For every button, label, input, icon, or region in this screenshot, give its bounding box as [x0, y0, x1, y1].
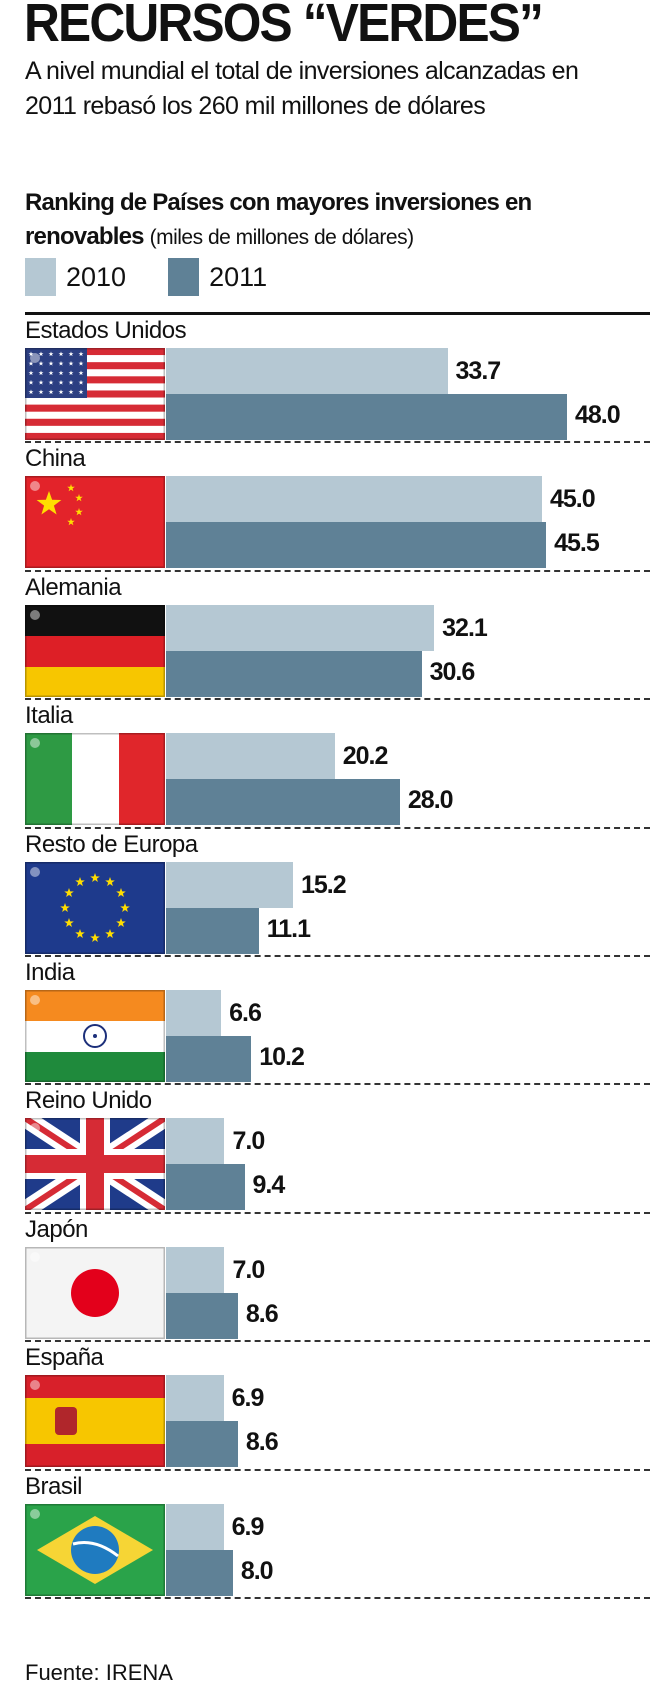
bar-2010	[166, 861, 293, 908]
germany-flag-icon	[25, 604, 165, 697]
legend-item-2011: 2011	[168, 258, 267, 296]
value-label-2010: 32.1	[442, 613, 488, 642]
bar-2010	[166, 989, 222, 1036]
value-label-2011: 8.6	[245, 1428, 279, 1457]
legend-label-2011: 2011	[209, 261, 268, 292]
chart-row: Brasil 6.9 8.0	[25, 1471, 650, 1599]
value-label-2010: 6.9	[231, 1384, 265, 1413]
category-label: Japón	[25, 1215, 88, 1243]
bar-rows: Estados Unidos 33.7 48.0 China 45.0 45.5 Alema…	[0, 315, 650, 1599]
bar-2010	[166, 1503, 224, 1550]
chart-row: Reino Unido 7.0 9.4	[25, 1085, 650, 1214]
chart-row: China 45.0 45.5	[25, 443, 650, 572]
category-label: India	[25, 958, 75, 986]
value-label-2011: 8.0	[240, 1556, 274, 1585]
bar-2010	[166, 476, 542, 523]
bar-2011	[166, 1035, 252, 1082]
page-title: RECURSOS “VERDES”	[24, 0, 544, 53]
spain-flag-icon	[25, 1375, 165, 1468]
bar-2011	[166, 522, 547, 569]
chart-row: India 6.6 10.2	[25, 957, 650, 1086]
bar-2010	[166, 1246, 225, 1293]
value-label-2010: 20.2	[342, 742, 389, 771]
uk-flag-icon	[25, 1118, 165, 1211]
chart-row: Alemania 32.1 30.6	[25, 572, 650, 701]
bar-2011	[166, 1549, 233, 1596]
eu-flag-icon	[25, 861, 165, 954]
category-label: Alemania	[25, 573, 122, 601]
value-label-2011: 9.4	[252, 1171, 286, 1200]
subtitle: A nivel mundial el total de inversiones …	[25, 57, 579, 120]
chart-row: España 6.9 8.6	[25, 1342, 650, 1471]
legend-swatch-2010	[25, 258, 56, 296]
value-label-2010: 6.9	[231, 1512, 265, 1541]
category-label: Resto de Europa	[25, 830, 198, 858]
chart-title-text: Ranking de Países con mayores inversione…	[25, 189, 532, 250]
china-flag-icon	[25, 476, 165, 569]
bar-2010	[166, 1118, 225, 1165]
japan-flag-icon	[25, 1246, 165, 1339]
chart-row: Japón 7.0 8.6	[25, 1214, 650, 1343]
legend: 2010 2011	[25, 258, 309, 296]
chart-row: Estados Unidos 33.7 48.0	[25, 315, 650, 444]
chart-row: Italia 20.2 28.0	[25, 700, 650, 829]
bar-2011	[166, 1421, 238, 1468]
bar-2011	[166, 907, 259, 954]
bar-2011	[166, 650, 422, 697]
bar-2011	[166, 1292, 238, 1339]
bar-2011	[166, 779, 400, 826]
value-label-2011: 8.6	[245, 1299, 279, 1328]
legend-swatch-2011	[168, 258, 200, 296]
category-label: Reino Unido	[25, 1087, 152, 1115]
category-label: Brasil	[25, 1472, 83, 1500]
brazil-flag-icon	[25, 1503, 165, 1596]
usa-flag-icon	[25, 348, 165, 440]
value-label-2010: 6.6	[229, 998, 262, 1027]
value-label-2010: 7.0	[232, 1127, 265, 1156]
bar-2010	[166, 604, 435, 651]
value-label-2010: 7.0	[232, 1255, 265, 1284]
source-note: Fuente: IRENA	[25, 1660, 173, 1685]
value-label-2010: 15.2	[300, 870, 347, 899]
category-label: España	[25, 1344, 104, 1372]
top-divider	[25, 312, 650, 315]
bar-2010	[166, 348, 448, 394]
unit-label: (miles de millones de dólares)	[149, 226, 414, 249]
value-label-2011: 10.2	[259, 1042, 305, 1071]
value-label-2011: 30.6	[429, 657, 476, 686]
legend-label-2010: 2010	[66, 261, 127, 292]
bar-2010	[166, 733, 335, 780]
value-label-2011: 11.1	[266, 914, 311, 943]
italy-flag-icon	[25, 733, 165, 826]
legend-item-2010: 2010	[25, 258, 126, 296]
category-label: China	[25, 445, 86, 473]
bar-2010	[166, 1375, 224, 1422]
value-label-2011: 48.0	[575, 401, 621, 429]
category-label: Estados Unidos	[25, 317, 187, 344]
bar-2011	[166, 1164, 245, 1211]
chart-row: Resto de Europa 15.2 11.1	[25, 829, 650, 957]
category-label: Italia	[25, 702, 73, 730]
bar-2011	[166, 394, 567, 440]
value-label-2010: 45.0	[549, 485, 596, 514]
chart-title: Ranking de Países con mayores inversione…	[25, 186, 645, 255]
value-label-2011: 45.5	[554, 529, 600, 558]
india-flag-icon	[25, 989, 165, 1082]
value-label-2011: 28.0	[407, 786, 454, 815]
value-label-2010: 33.7	[455, 357, 502, 385]
